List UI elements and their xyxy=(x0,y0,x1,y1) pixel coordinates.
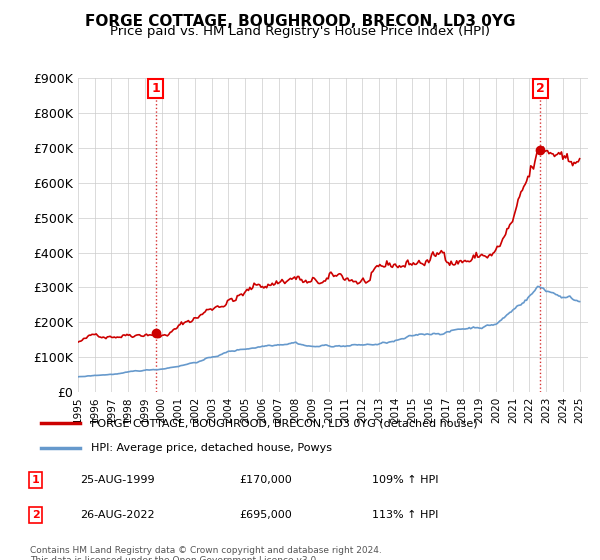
Text: 113% ↑ HPI: 113% ↑ HPI xyxy=(372,510,439,520)
Text: £170,000: £170,000 xyxy=(240,475,293,485)
Text: Contains HM Land Registry data © Crown copyright and database right 2024.
This d: Contains HM Land Registry data © Crown c… xyxy=(30,546,382,560)
Text: 1: 1 xyxy=(151,82,160,95)
Text: 2: 2 xyxy=(32,510,40,520)
Text: HPI: Average price, detached house, Powys: HPI: Average price, detached house, Powy… xyxy=(91,442,332,452)
Text: FORGE COTTAGE, BOUGHROOD, BRECON, LD3 0YG: FORGE COTTAGE, BOUGHROOD, BRECON, LD3 0Y… xyxy=(85,14,515,29)
Text: 2: 2 xyxy=(536,82,545,95)
Text: FORGE COTTAGE, BOUGHROOD, BRECON, LD3 0YG (detached house): FORGE COTTAGE, BOUGHROOD, BRECON, LD3 0Y… xyxy=(91,418,478,428)
Text: 109% ↑ HPI: 109% ↑ HPI xyxy=(372,475,439,485)
Text: £695,000: £695,000 xyxy=(240,510,293,520)
Text: Price paid vs. HM Land Registry's House Price Index (HPI): Price paid vs. HM Land Registry's House … xyxy=(110,25,490,38)
Text: 1: 1 xyxy=(32,475,40,485)
Text: 25-AUG-1999: 25-AUG-1999 xyxy=(80,475,154,485)
Text: 26-AUG-2022: 26-AUG-2022 xyxy=(80,510,154,520)
